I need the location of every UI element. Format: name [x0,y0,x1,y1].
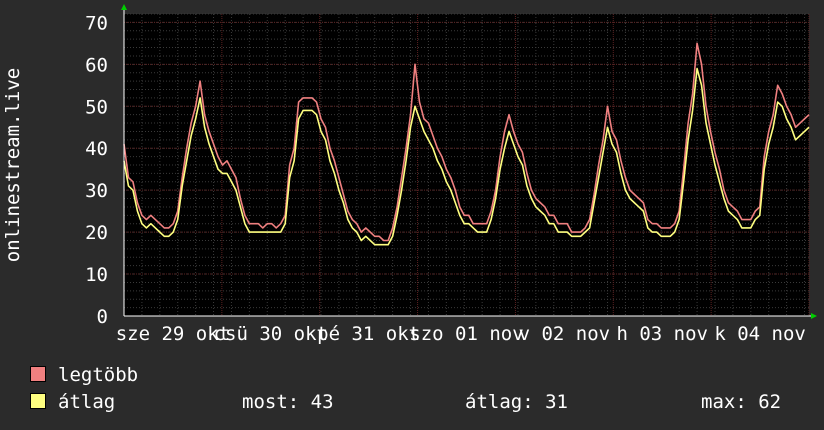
y-tick-label: 70 [85,12,108,34]
grid-lines [123,13,810,317]
legend-swatch-max [30,365,46,382]
legend-item-max: legtöbb [30,364,138,386]
series-line-avg [123,67,810,246]
x-tick-label: pé 31 okt [317,323,420,345]
y-axis-arrow [121,4,127,10]
y-tick-label: 10 [85,264,108,286]
stat-max: max: 62 [701,391,782,413]
legend-label-avg: átlag [58,391,116,413]
y-axis-label: onlinestream.live [2,68,24,262]
legend-label-max: legtöbb [58,364,139,386]
y-tick-label: 50 [85,96,108,118]
y-tick-label: 20 [85,222,108,244]
stat-now: most: 43 [242,391,334,413]
x-tick-label: v 02 nov [519,323,611,345]
x-tick-label: h 03 nov [616,323,708,345]
x-tick-label: csü 30 okt [214,323,328,345]
x-tick-label: k 04 nov [714,323,806,345]
stat-average: átlag: 31 [465,391,568,413]
x-tick-label: sze 29 okt [116,323,230,345]
x-axis-arrow [811,313,817,319]
y-tick-label: 0 [97,306,108,328]
legend-item-avg: átlag [30,391,115,413]
series-layer [123,42,810,246]
legend-swatch-avg [30,392,46,409]
series-line-max [123,42,810,242]
y-tick-label: 40 [85,138,108,160]
x-tick-label: szo 01 nov [409,323,523,345]
y-tick-labels: 0 10 20 30 40 50 60 70 [85,12,108,328]
y-tick-label: 60 [85,54,108,76]
y-tick-label: 30 [85,180,108,202]
axes [121,4,817,319]
